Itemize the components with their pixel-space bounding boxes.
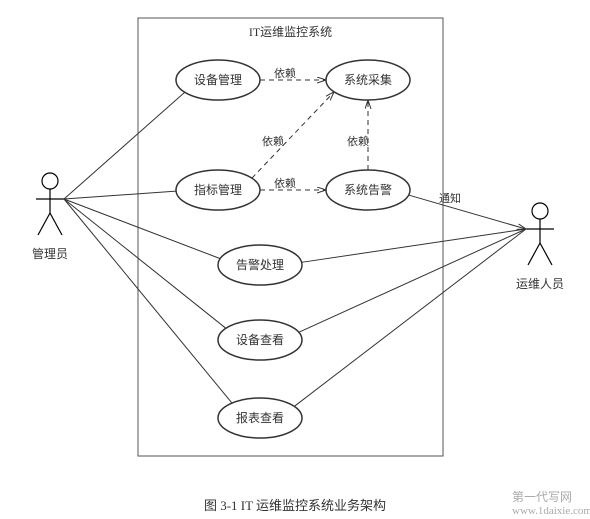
watermark-title: 第一代写网	[512, 488, 590, 505]
usecase-label-sys_col: 系统采集	[344, 72, 392, 87]
assoc-ops-dev_view	[299, 229, 526, 332]
usecase-label-alarm_proc: 告警处理	[236, 257, 284, 272]
usecase-label-rpt_view: 报表查看	[236, 410, 284, 425]
dep-idx_mgmt-sys_col	[252, 92, 334, 178]
diagram-canvas: IT运维监控系统管理员运维人员依赖依赖依赖依赖通知设备管理系统采集指标管理系统告…	[0, 0, 590, 519]
assoc-admin-rpt_view	[64, 199, 232, 403]
actor-ops	[526, 203, 554, 265]
notify-line	[409, 195, 526, 229]
dep-label-idx_mgmt-sys_col: 依赖	[262, 135, 284, 148]
figure-caption: 图 3-1 IT 运维监控系统业务架构	[0, 495, 590, 514]
usecase-label-dev_view: 设备查看	[236, 333, 284, 347]
usecase-label-dev_mgmt: 设备管理	[194, 72, 242, 87]
usecase-label-idx_mgmt: 指标管理	[194, 182, 242, 197]
watermark-url: www.1daixie.com	[512, 505, 590, 517]
system-title: IT运维监控系统	[249, 25, 332, 39]
watermark: 第一代写网 www.1daixie.com	[512, 488, 590, 517]
dep-label-sys_alarm-sys_col: 依赖	[347, 135, 369, 148]
actor-label-ops: 运维人员	[516, 277, 564, 291]
usecase-label-sys_alarm: 系统告警	[344, 182, 392, 197]
assoc-admin-dev_mgmt	[64, 92, 185, 199]
actor-label-admin: 管理员	[32, 246, 68, 261]
notify-label: 通知	[439, 191, 461, 205]
actor-admin	[36, 173, 64, 235]
assoc-admin-idx_mgmt	[64, 191, 176, 199]
assoc-ops-alarm_proc	[302, 229, 526, 262]
diagram-svg: IT运维监控系统管理员运维人员依赖依赖依赖依赖通知设备管理系统采集指标管理系统告…	[0, 0, 590, 519]
assoc-admin-dev_view	[64, 199, 226, 328]
dep-label-idx_mgmt-sys_alarm: 依赖	[274, 177, 296, 190]
assoc-ops-rpt_view	[294, 229, 526, 406]
dep-label-dev_mgmt-sys_col: 依赖	[274, 67, 296, 80]
